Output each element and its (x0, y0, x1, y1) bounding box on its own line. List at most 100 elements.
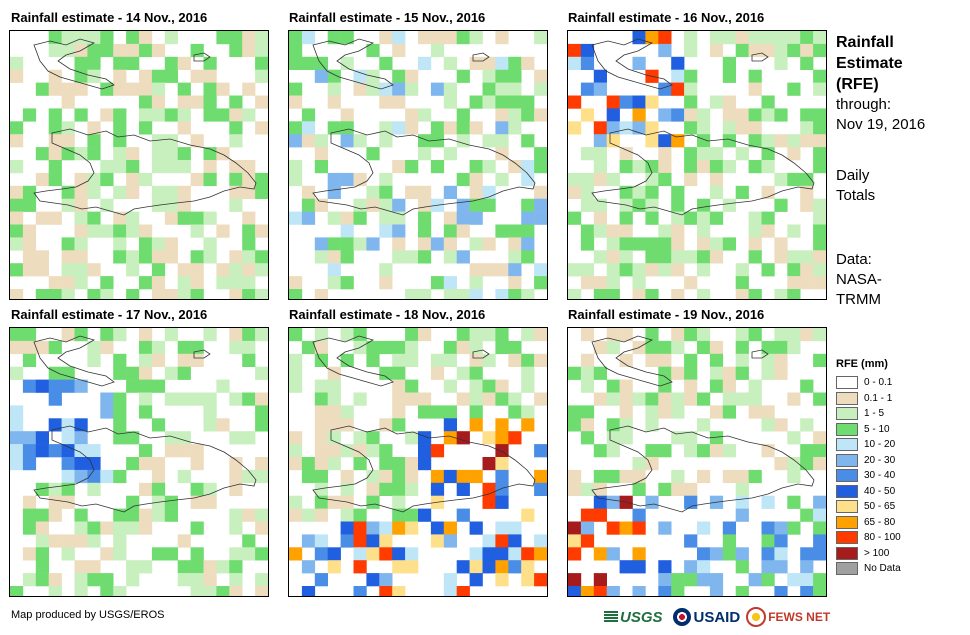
rainfall-cell (787, 328, 801, 342)
rainfall-cell (658, 172, 672, 187)
rainfall-cell (48, 495, 62, 509)
rainfall-cell (353, 431, 367, 445)
rainfall-cell (289, 31, 303, 45)
rainfall-cell (580, 353, 595, 367)
rainfall-cell (593, 392, 607, 406)
rainfall-cell (722, 108, 736, 122)
rainfall-cell (289, 121, 303, 135)
rainfall-cell (87, 263, 101, 277)
rainfall-cell (697, 328, 711, 342)
rainfall-cell (22, 379, 37, 393)
rainfall-cell (593, 586, 607, 596)
legend-item: No Data (836, 561, 901, 577)
rainfall-cell (430, 160, 445, 174)
puerto-rico-coastline (193, 52, 211, 62)
rainfall-cell (495, 147, 509, 161)
rainfall-cell (353, 198, 367, 212)
rainfall-cell (255, 366, 268, 380)
rainfall-cell (151, 147, 166, 161)
rainfall-cell (495, 482, 509, 496)
rainfall-cell (469, 237, 483, 251)
rainfall-cell (443, 340, 457, 355)
rainfall-cell (48, 172, 62, 187)
rainfall-cell (418, 108, 432, 122)
rainfall-cell (366, 43, 380, 58)
rainfall-cell (735, 121, 749, 135)
rainfall-cell (748, 405, 762, 419)
rainfall-cell (35, 147, 49, 161)
rainfall-cell (113, 121, 127, 135)
rainfall-cell (606, 95, 620, 109)
rainfall-cell (61, 82, 75, 96)
rainfall-cell (580, 418, 595, 432)
rainfall-cell (289, 276, 303, 290)
rainfall-cell (632, 198, 646, 212)
rainfall-cell (508, 534, 522, 548)
rainfall-cell (619, 469, 633, 484)
rainfall-cell (289, 43, 303, 58)
rainfall-cell (619, 185, 633, 199)
rainfall-cell (709, 147, 724, 161)
rainfall-cell (482, 547, 496, 561)
rainfall-cell (671, 392, 685, 406)
rainfall-cell (289, 547, 303, 561)
rfe-title-block: Rainfall Estimate (RFE) through: Nov 19,… (836, 32, 925, 135)
rainfall-cell (35, 482, 49, 496)
legend-swatch (836, 422, 858, 436)
rainfall-cell (469, 276, 483, 290)
rainfall-cell (229, 573, 243, 587)
rainfall-cell (482, 431, 496, 445)
rainfall-cell (35, 379, 49, 393)
hispaniola-coastline (591, 425, 815, 513)
rainfall-cell (521, 573, 535, 587)
rainfall-cell (87, 482, 101, 496)
rainfall-cell (113, 353, 127, 367)
rainfall-cell (456, 121, 470, 135)
data-label: Data: (836, 251, 872, 268)
rainfall-cell (606, 392, 620, 406)
rainfall-cell (229, 134, 243, 148)
rainfall-cell (139, 121, 153, 135)
through-date: Nov 19, 2016 (836, 116, 926, 133)
rainfall-cell (314, 469, 328, 484)
rainfall-cell (87, 560, 101, 574)
rainfall-cell (606, 495, 620, 509)
rainfall-cell (495, 469, 509, 484)
rainfall-cell (164, 134, 178, 148)
rainfall-cell (735, 482, 749, 496)
rainfall-cell (61, 263, 75, 277)
rainfall-cell (735, 328, 749, 342)
legend-item: 0.1 - 1 (836, 391, 901, 407)
rainfall-cell (684, 573, 698, 587)
rainfall-cell (61, 134, 75, 148)
rainfall-cell (48, 31, 62, 45)
usaid-seal-icon (672, 608, 691, 626)
rainfall-cell (658, 237, 672, 251)
rainfall-cell (534, 534, 547, 548)
rainfall-cell (469, 521, 483, 535)
rainfall-cell (684, 392, 698, 406)
rainfall-cell (632, 276, 646, 290)
rainfall-cell (255, 405, 268, 419)
rainfall-cell (392, 95, 406, 109)
rainfall-cell (748, 43, 762, 58)
rainfall-map (288, 327, 548, 597)
rainfall-cell (327, 495, 341, 509)
rfe-legend: RFE (mm) 0 - 0.1 0.1 - 1 1 - 5 5 - 10 10 - 2… (836, 358, 901, 577)
rainfall-cell (61, 547, 75, 561)
rainfall-cell (242, 392, 256, 406)
rainfall-cell (255, 250, 268, 264)
rainfall-cell (813, 263, 826, 277)
rainfall-cell (139, 69, 153, 83)
rainfall-cell (164, 444, 178, 458)
rainfall-cell (418, 56, 432, 70)
rainfall-cell (216, 586, 230, 596)
rainfall-cell (203, 56, 217, 70)
rainfall-cell (697, 121, 711, 135)
rainfall-cell (327, 237, 341, 251)
rainfall-cell (761, 263, 775, 277)
rainfall-cell (813, 82, 826, 96)
rainfall-cell (482, 457, 496, 471)
rainfall-cell (495, 392, 509, 406)
rainfall-cell (671, 82, 685, 96)
